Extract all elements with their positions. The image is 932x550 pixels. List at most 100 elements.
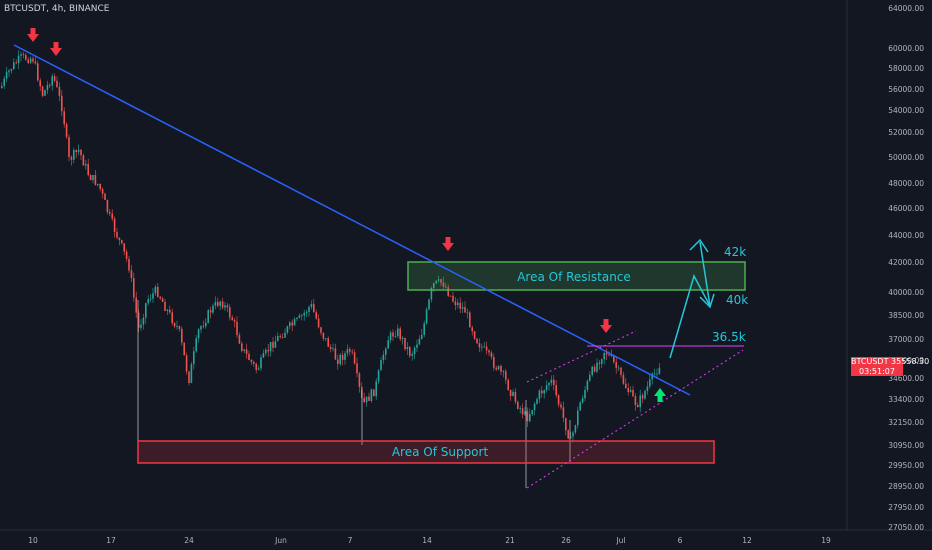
candle-body — [567, 430, 569, 439]
candle-body — [111, 213, 113, 219]
time-tick-label: 19 — [821, 536, 831, 545]
candle-body — [598, 362, 601, 364]
candle-body — [649, 379, 651, 387]
candle-body — [116, 231, 118, 238]
candle-body — [73, 150, 75, 160]
candle-body — [214, 301, 217, 306]
candle-body — [209, 310, 212, 313]
price-axis: 64000.00 60000.00 58000.00 56000.00 54000.00… — [888, 4, 924, 532]
candle-body — [435, 280, 437, 284]
candle-body — [481, 346, 483, 348]
candle-body — [358, 373, 361, 387]
candle-body — [121, 240, 123, 244]
candle-body — [569, 436, 572, 439]
resistance-zone[interactable] — [407, 261, 746, 291]
candle-body — [394, 336, 397, 337]
candle-body — [622, 374, 625, 384]
candle-body — [473, 331, 476, 339]
candle-body — [584, 389, 586, 399]
candle-body — [296, 317, 298, 320]
candle-body — [289, 322, 291, 327]
time-tick-label: Jul — [615, 536, 625, 545]
candle-body — [579, 402, 581, 411]
candle-body — [541, 390, 543, 394]
candle-body — [411, 354, 413, 356]
candle-body — [447, 287, 449, 296]
candle-body — [339, 354, 341, 364]
level-36-5k-label: 36.5k — [712, 330, 746, 344]
candle-body — [644, 390, 646, 399]
candle-body — [159, 296, 161, 299]
candle-body — [241, 343, 243, 351]
candle-body — [483, 346, 485, 348]
candle-body — [37, 63, 39, 81]
candle-body — [248, 353, 250, 360]
candle-body — [301, 315, 303, 317]
candle-body — [221, 301, 224, 308]
candle-body — [85, 164, 87, 166]
candle-body — [500, 365, 502, 372]
candle-body — [454, 301, 457, 306]
candle-body — [99, 183, 101, 190]
candle-body — [464, 307, 466, 313]
candle-body — [226, 305, 229, 308]
candle-body — [565, 418, 567, 431]
candle-body — [512, 391, 514, 396]
candle-body — [178, 326, 181, 329]
candle-body — [543, 390, 545, 394]
candle-body — [356, 363, 358, 374]
candle-body — [212, 305, 214, 313]
candle-body — [171, 312, 173, 324]
candle-body — [430, 287, 433, 300]
price-tick-label: 35600.00 — [888, 356, 924, 365]
badge-countdown: 03:51:07 — [859, 366, 895, 376]
candle-body — [365, 396, 368, 403]
candle-body — [128, 258, 130, 271]
candle-body — [363, 397, 365, 403]
channel-lower-line[interactable] — [526, 349, 744, 489]
candle-body — [130, 270, 133, 279]
candles-layer — [1, 50, 661, 488]
candle-body — [205, 322, 207, 327]
candle-body — [233, 320, 236, 322]
candle-body — [502, 371, 505, 373]
candle-body — [188, 371, 190, 384]
channel-upper-line[interactable] — [526, 330, 637, 383]
support-zone[interactable] — [137, 440, 715, 464]
candle-body — [459, 302, 461, 309]
candle-body — [15, 62, 17, 64]
candle-body — [332, 348, 334, 350]
candle-body — [632, 389, 634, 397]
candle-body — [142, 317, 145, 325]
candle-body — [61, 95, 63, 112]
candle-body — [310, 304, 313, 307]
descending-trendline[interactable] — [13, 44, 691, 396]
projection-arrowhead-down — [699, 293, 715, 309]
candle-body — [428, 299, 430, 310]
candle-body — [327, 338, 329, 347]
candle-body — [257, 368, 260, 370]
candle-body — [401, 337, 404, 340]
candle-body — [173, 323, 176, 327]
candle-body — [224, 305, 226, 308]
candle-body — [418, 338, 421, 345]
candle-body — [92, 175, 94, 181]
candle-body — [68, 136, 70, 157]
price-tick-label: 40000.00 — [888, 288, 924, 297]
candle-body — [238, 335, 241, 344]
candle-body — [44, 90, 46, 96]
candle-body — [17, 55, 20, 64]
candle-body — [637, 405, 639, 408]
current-price-badge: BTCUSDT 35558.30 03:51:07 — [851, 357, 929, 376]
candle-body — [380, 360, 382, 371]
price-tick-label: 44000.00 — [888, 231, 924, 240]
candle-body — [634, 396, 637, 406]
candle-body — [529, 414, 531, 422]
candle-body — [346, 349, 349, 354]
candle-body — [521, 408, 524, 415]
price-tick-label: 34600.00 — [888, 374, 924, 383]
candle-body — [149, 298, 152, 300]
candle-body — [478, 343, 481, 348]
symbol-title: BTCUSDT, 4h, BINANCE — [4, 4, 110, 14]
